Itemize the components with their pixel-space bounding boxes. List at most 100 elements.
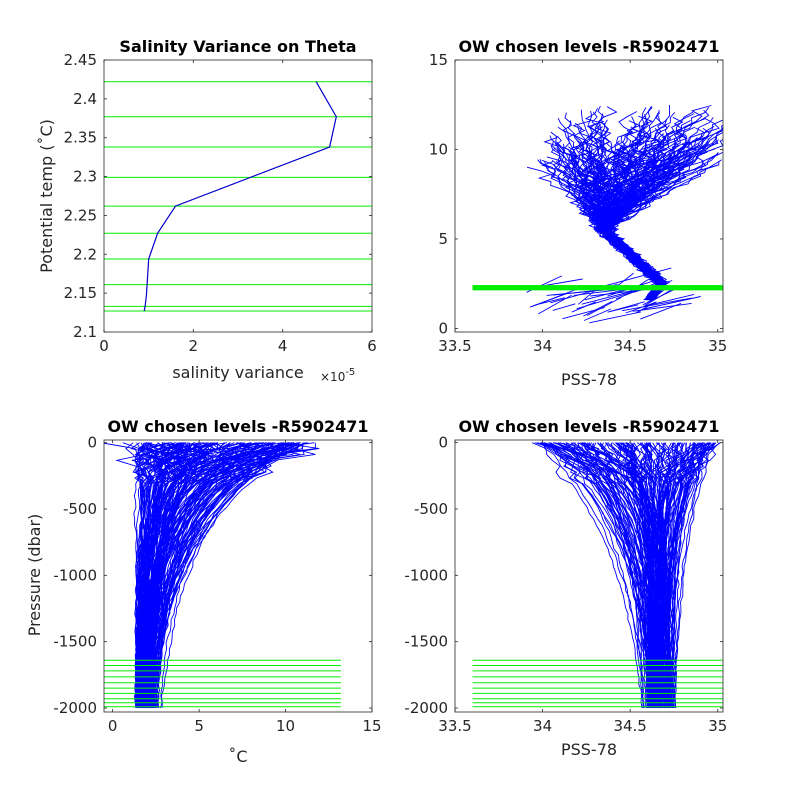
temperature-profile-line [135,442,215,709]
panel1-x-exponent-base: ×10 [320,370,345,384]
salinity-profile-line [559,442,670,709]
salinity-profile-line [665,442,691,709]
panel1-axes-box [103,59,373,333]
salinity-profile-line [654,442,710,709]
ts-profile-line [632,302,692,312]
salinity-profile-line [573,442,653,709]
panel4-content [472,442,723,709]
salinity-profile-line [625,442,675,709]
salinity-profile-line [532,442,643,709]
panel1-x-exponent-power: -5 [345,367,355,378]
ts-profile-line [586,297,622,316]
panel3-x-tick-label: 15 [362,717,381,735]
panel1-x-tick-label: 2 [189,337,199,355]
panel2-axes: 33.5 34 34.5 35 0 5 10 15 [429,51,727,355]
panel2-axes-box [454,59,724,333]
temperature-profile-line [140,442,181,708]
salinity-profile-line [591,442,660,709]
ts-profile-line [562,307,605,320]
panel1-content [104,81,372,312]
panel1-title: Salinity Variance on Theta [119,37,356,56]
panel4-x-tick-label: 33.5 [438,717,471,735]
ts-profile-line [644,287,675,306]
panel3-x-tick-label: 10 [276,717,295,735]
panel-pressure-salinity: OW chosen levels -R5902471 PSS-78 33.5 34… [404,417,727,759]
ts-profile-line [621,297,692,312]
salinity-profile-line [651,442,710,709]
ts-profile-line [600,140,661,300]
panel4-axes-box [454,439,724,713]
salinity-profile-line [649,442,694,708]
panel4-y-tick-label: -500 [414,500,448,518]
panel1-plot-area [104,60,372,332]
ts-profile-line [583,300,613,317]
panel1-x-tick-label: 6 [367,337,377,355]
temperature-profile-line [152,442,293,709]
ts-profile-line [576,288,643,310]
ts-profiles [526,104,723,324]
panel1-ylabel: Potential temp (˚C) [37,119,56,273]
panel1-xlabel: salinity variance [172,363,303,382]
panel1-x-tick-label: 4 [278,337,288,355]
salinity-profiles [532,442,721,709]
panel1-y-tick-label: 2.4 [73,90,97,108]
panel1-y-tick-label: 2.3 [73,168,97,186]
ts-profile-line [529,293,567,308]
salinity-profile-line [621,442,664,708]
salinity-variance-line [143,81,337,312]
ts-profile-line [571,160,663,301]
panel3-x-tick-label: 0 [108,717,118,735]
temperature-profile-line [148,442,242,709]
panel2-content [472,104,723,324]
panel3-y-tick-label: -1000 [53,566,97,584]
temperature-profile-line [151,442,210,709]
panel-salinity-variance: Salinity Variance on Theta salinity vari… [37,37,377,384]
panel1-y-tick-label: 2.2 [73,245,97,263]
panel1-axes: 0 2 4 6 2.1 2.15 2.2 2.25 2.3 2.35 2.4 2.45 [64,51,377,355]
panel1-y-tick-label: 2.1 [73,323,97,341]
panel3-axes-box [103,439,373,713]
ts-profile-line [596,120,691,301]
panel3-ylabel: Pressure (dbar) [25,514,44,637]
panel3-axes: 0 5 10 15 0 -500 -1000 -1500 -2000 [53,434,381,735]
panel4-y-tick-label: -1500 [404,633,448,651]
salinity-profile-line [671,442,711,709]
temperature-profile-line [143,442,157,709]
panel2-y-tick-label: 0 [438,319,448,337]
panel3-y-tick-label: -1500 [53,633,97,651]
temperature-profile-line [122,442,148,709]
temperature-profile-line [142,442,291,709]
panel-theta-salinity: OW chosen levels -R5902471 PSS-78 33.5 34… [429,37,727,389]
temperature-profile-line [151,442,270,709]
temperature-profile-line [156,442,275,709]
panel2-x-tick-label: 34 [533,337,552,355]
panel1-y-tick-label: 2.45 [64,51,97,69]
panel2-y-tick-label: 10 [429,140,448,158]
salinity-profile-line [543,442,648,709]
ts-profile-line [589,311,641,324]
panel2-title: OW chosen levels -R5902471 [458,37,719,56]
panel1-background [104,60,372,332]
panel4-title: OW chosen levels -R5902471 [458,417,719,436]
panel1-x-exponent: ×10-5 [320,367,355,384]
temperature-profile-line [133,442,168,709]
panel4-x-tick-label: 34.5 [613,717,646,735]
ts-profile-line [647,288,666,303]
panel3-content [104,442,341,709]
ts-profile-line [604,267,672,287]
ts-profile-line [643,296,701,310]
temperature-profile-line [147,442,300,709]
ts-profile-line [646,293,695,307]
ts-profile-line [599,147,707,300]
salinity-profile-line [655,442,674,709]
salinity-profile-line [618,442,663,709]
panel2-x-tick-label: 34.5 [613,337,646,355]
temperature-profile-line [154,442,260,709]
panel2-xlabel: PSS-78 [561,370,617,389]
ts-profile-line [625,301,657,314]
panel1-y-tick-label: 2.15 [64,284,97,302]
panel4-axes: 33.5 34 34.5 35 0 -500 -1000 -1500 -2000 [404,434,727,735]
chosen-levels-band [472,285,723,291]
panel4-xlabel: PSS-78 [561,740,617,759]
